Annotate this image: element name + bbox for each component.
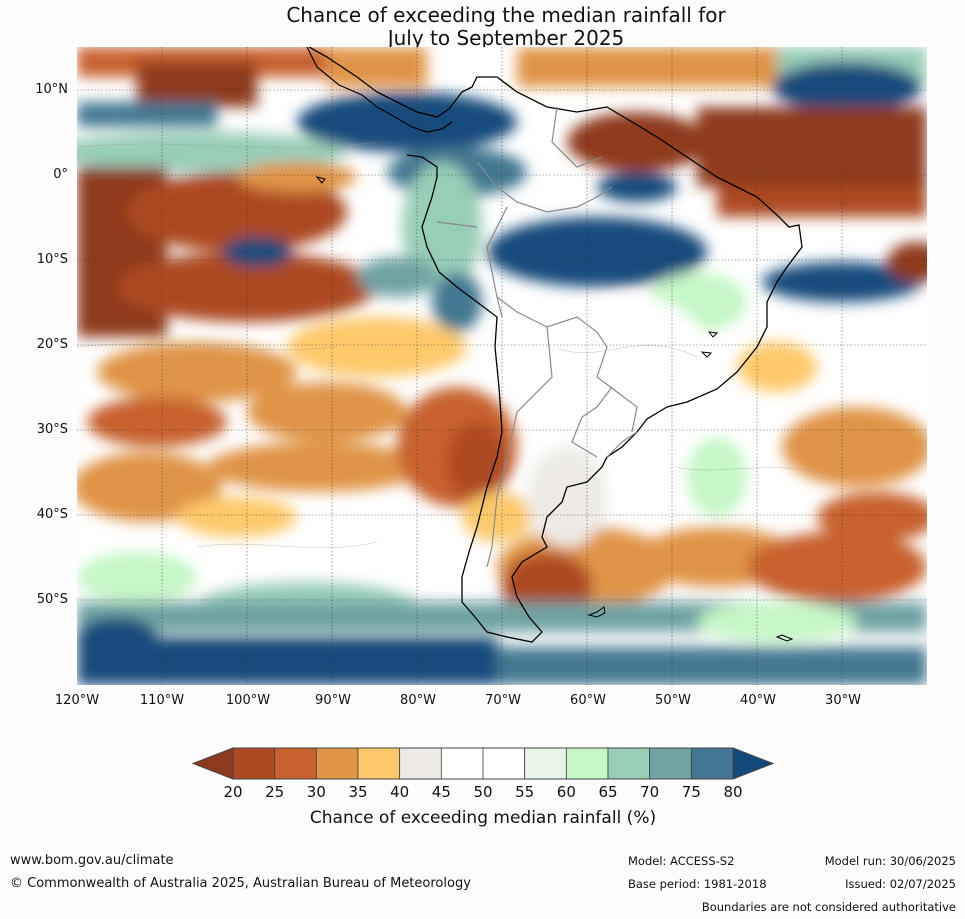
colorbar-cell	[399, 747, 442, 780]
colorbar-cell	[524, 747, 567, 780]
colorbar-cell	[649, 747, 692, 780]
country-borders	[436, 106, 638, 568]
colorbar-tick-label: 60	[556, 783, 576, 801]
south-america-coastline	[308, 47, 803, 643]
title-line-1: Chance of exceeding the median rainfall …	[286, 3, 726, 27]
map-canvas	[77, 47, 927, 685]
colorbar-tick-label: 55	[515, 783, 535, 801]
lon-label-110w: 110°W	[139, 693, 185, 708]
colorbar-tick-label: 30	[306, 783, 326, 801]
lon-label-100w: 100°W	[225, 693, 271, 708]
colorbar-cells	[192, 747, 774, 780]
colorbar-arrow-high	[732, 747, 774, 780]
lon-label-50w: 50°W	[655, 693, 691, 708]
model-text: Model: ACCESS-S2	[628, 854, 735, 868]
colorbar-cell	[607, 747, 651, 780]
colorbar-cell	[440, 747, 484, 780]
colorbar-tick-label: 50	[473, 783, 493, 801]
lat-label-40s: 40°S	[36, 507, 68, 522]
copyright-text: © Commonwealth of Australia 2025, Austra…	[10, 876, 471, 891]
lat-label-0: 0°	[53, 167, 68, 182]
rainfall-map	[77, 47, 927, 685]
colorbar-cell	[357, 747, 401, 780]
graticule	[77, 47, 927, 685]
colorbar-cell	[232, 747, 276, 780]
lon-label-70w: 70°W	[485, 693, 521, 708]
title-line-2: July to September 2025	[387, 26, 625, 50]
website-link[interactable]: www.bom.gov.au/climate	[10, 853, 174, 868]
colorbar-cell	[315, 747, 359, 780]
lat-label-30s: 30°S	[36, 422, 68, 437]
colorbar-tick-label: 35	[348, 783, 368, 801]
colorbar-tick-label: 45	[431, 783, 451, 801]
colorbar-tick-label: 70	[640, 783, 660, 801]
colorbar-label: Chance of exceeding median rainfall (%)	[309, 808, 657, 828]
colorbar-cell	[274, 747, 317, 780]
colorbar	[192, 747, 774, 780]
rainfall-field	[77, 47, 927, 685]
lat-label-20s: 20°S	[36, 337, 68, 352]
issued-text: Issued: 02/07/2025	[845, 877, 956, 891]
colorbar-cell	[482, 747, 526, 780]
colorbar-tick-label: 25	[265, 783, 285, 801]
colorbar-tick-label: 75	[681, 783, 701, 801]
lat-label-50s: 50°S	[36, 592, 68, 607]
lon-label-120w: 120°W	[54, 693, 100, 708]
disclaimer-text: Boundaries are not considered authoritat…	[701, 900, 956, 914]
islands	[315, 176, 794, 642]
base-period-text: Base period: 1981-2018	[628, 877, 767, 891]
central-america-coastline	[306, 47, 453, 133]
contour-lines	[77, 141, 838, 549]
lat-label-10n: 10°N	[35, 82, 68, 97]
colorbar-cell	[690, 747, 734, 780]
colorbar-tick-label: 80	[723, 783, 743, 801]
lat-label-10s: 10°S	[36, 252, 68, 267]
map-title: Chance of exceeding the median rainfall …	[0, 4, 965, 50]
model-run-text: Model run: 30/06/2025	[824, 854, 956, 868]
lon-label-30w: 30°W	[825, 693, 861, 708]
colorbar-tick-label: 65	[598, 783, 618, 801]
lon-label-40w: 40°W	[740, 693, 776, 708]
colorbar-tick-label: 20	[223, 783, 243, 801]
colorbar-arrow-low	[192, 747, 234, 780]
lon-label-80w: 80°W	[400, 693, 436, 708]
colorbar-cell	[565, 747, 609, 780]
lon-label-60w: 60°W	[570, 693, 606, 708]
colorbar-tick-label: 40	[390, 783, 410, 801]
lon-label-90w: 90°W	[315, 693, 351, 708]
